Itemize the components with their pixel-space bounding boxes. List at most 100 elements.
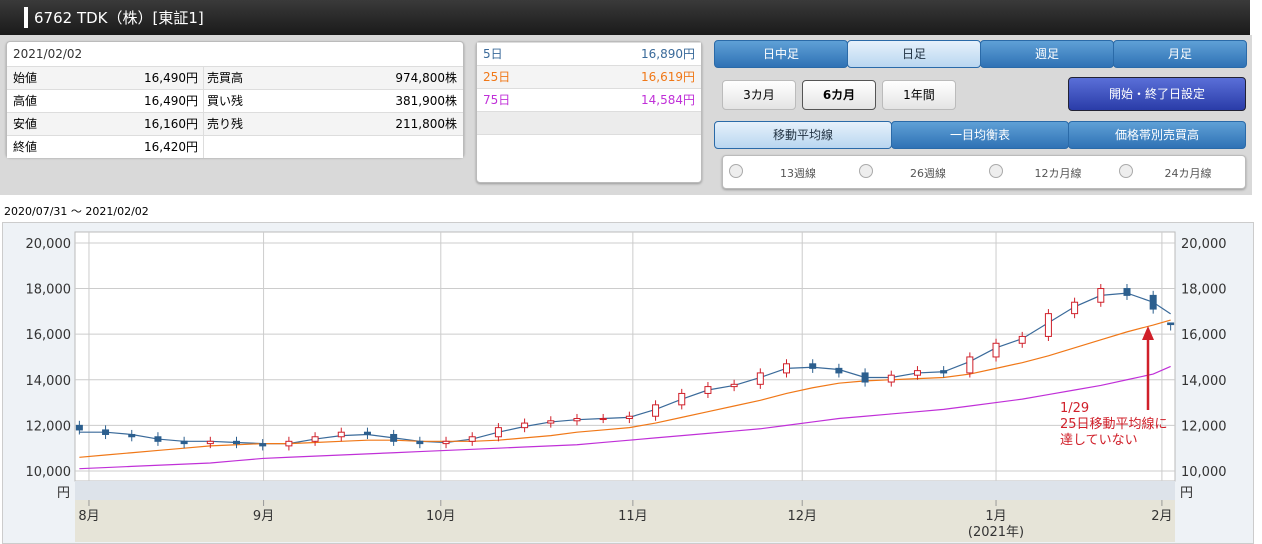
candle-body	[547, 420, 555, 424]
period-tab[interactable]: 日足	[847, 40, 981, 68]
date-range: 2020/07/31 〜 2021/02/02	[4, 205, 149, 218]
indicator-tab[interactable]: 移動平均線	[714, 121, 892, 149]
candle-body	[704, 386, 712, 394]
annotation: 25日移動平均線に	[1060, 416, 1168, 432]
candle-body	[783, 363, 791, 374]
candle-body	[992, 342, 1000, 358]
x-axis-strip	[75, 500, 1175, 542]
check-label: 24カ月線	[1164, 167, 1212, 180]
check-icon[interactable]	[1119, 164, 1133, 178]
range-button[interactable]: 1年間	[882, 80, 956, 110]
check-icon[interactable]	[989, 164, 1003, 178]
title-bar: 6762 TDK（株）[東証1]	[0, 0, 1250, 35]
ma-value: 16,890円	[641, 47, 695, 61]
check-bar: 13週線 26週線 12カ月線 24カ月線	[722, 155, 1246, 189]
candle-body	[940, 370, 948, 374]
candle-body	[259, 443, 267, 447]
plot-area	[74, 231, 1176, 482]
ma-row: 25日 16,619円	[477, 65, 701, 88]
quote-date: 2021/02/02	[13, 47, 83, 61]
indicator-tab[interactable]: 一目均衡表	[891, 121, 1069, 149]
candle-body	[625, 415, 633, 420]
divider	[203, 90, 204, 112]
stock-title: 6762 TDK（株）[東証1]	[24, 7, 204, 28]
range-button[interactable]: 6カ月	[802, 80, 876, 110]
y-tick-label: 14,000	[26, 374, 72, 389]
quote-value: 16,490円	[144, 71, 198, 85]
candle-body	[573, 418, 581, 422]
x-tick-label: 9月	[253, 509, 274, 524]
quote-row: 高値 16,490円 買い残 381,900株	[7, 89, 463, 112]
x-tick-label: 8月	[78, 509, 99, 524]
ma-row: 5日 16,890円	[477, 42, 701, 65]
range-button[interactable]: 3カ月	[722, 80, 796, 110]
empty-row	[477, 134, 701, 157]
candle-body	[1071, 301, 1079, 315]
period-tab[interactable]: 月足	[1113, 40, 1247, 68]
candle-body	[1123, 288, 1131, 296]
ma-value: 16,619円	[641, 70, 695, 84]
candle-body	[599, 418, 607, 421]
y2-tick-label: 12,000	[1181, 419, 1227, 434]
y2-tick-label: 16,000	[1181, 328, 1227, 343]
x-axis-gap	[75, 481, 1175, 500]
ma-name: 75日	[483, 93, 511, 107]
ma-name: 5日	[483, 47, 503, 61]
ma-line	[79, 365, 1171, 470]
divider	[203, 136, 204, 158]
candle-body	[521, 422, 529, 429]
ma-name: 25日	[483, 70, 511, 84]
candle-body	[75, 424, 83, 431]
quote-value: 16,160円	[144, 117, 198, 131]
candle-body	[285, 440, 293, 447]
date-setting-button[interactable]: 開始・終了日設定	[1068, 77, 1246, 111]
candle-body	[887, 374, 895, 383]
x-tick-label: 11月	[618, 509, 648, 524]
candle-body	[913, 370, 921, 376]
y2-tick-label: 18,000	[1181, 283, 1227, 298]
quote-value: 16,490円	[144, 94, 198, 108]
candle-body	[835, 367, 843, 374]
ma-row: 75日 14,584円	[477, 88, 701, 111]
candle-body	[180, 440, 188, 445]
candle-body	[468, 436, 476, 442]
candle-body	[809, 363, 817, 369]
candle-body	[652, 404, 660, 417]
y-tick-label: 10,000	[26, 465, 72, 480]
ma-value: 14,584円	[641, 93, 695, 107]
y-unit: 円	[57, 486, 70, 501]
x-tick-label: 10月	[426, 509, 456, 524]
quote-value: 211,800株	[395, 117, 457, 131]
ma-box: 5日 16,890円 25日 16,619円 75日 14,584円	[476, 41, 702, 183]
candle-body	[390, 433, 398, 442]
y-tick-label: 20,000	[26, 237, 72, 252]
quote-label: 買い残	[207, 94, 244, 108]
divider	[203, 113, 204, 135]
candle-body	[206, 440, 214, 445]
check-icon[interactable]	[729, 164, 743, 178]
candle-body	[337, 431, 345, 438]
y2-tick-label: 14,000	[1181, 374, 1227, 389]
period-tab[interactable]: 週足	[980, 40, 1114, 68]
annotation: 達していない	[1060, 433, 1138, 448]
y2-tick-label: 10,000	[1181, 465, 1227, 480]
quote-label: 高値	[13, 94, 38, 108]
y-tick-label: 16,000	[26, 328, 72, 343]
quote-row: 終値 16,420円	[7, 135, 463, 158]
candle-body	[154, 436, 162, 442]
check-icon[interactable]	[859, 164, 873, 178]
y-tick-label: 18,000	[26, 283, 72, 298]
quote-box: 2021/02/02 始値 16,490円 売買高 974,800株 高値 16,490円買…	[6, 41, 464, 158]
quote-label: 売買高	[207, 71, 244, 85]
candle-body	[416, 440, 424, 445]
candle-body	[311, 436, 319, 442]
quote-value: 974,800株	[395, 71, 457, 85]
candle-body	[861, 372, 869, 383]
check-label: 13週線	[780, 167, 816, 180]
candle-body	[1167, 322, 1175, 326]
indicator-tab[interactable]: 価格帯別売買高	[1068, 121, 1246, 149]
check-label: 26週線	[910, 167, 946, 180]
empty-row	[477, 111, 701, 134]
